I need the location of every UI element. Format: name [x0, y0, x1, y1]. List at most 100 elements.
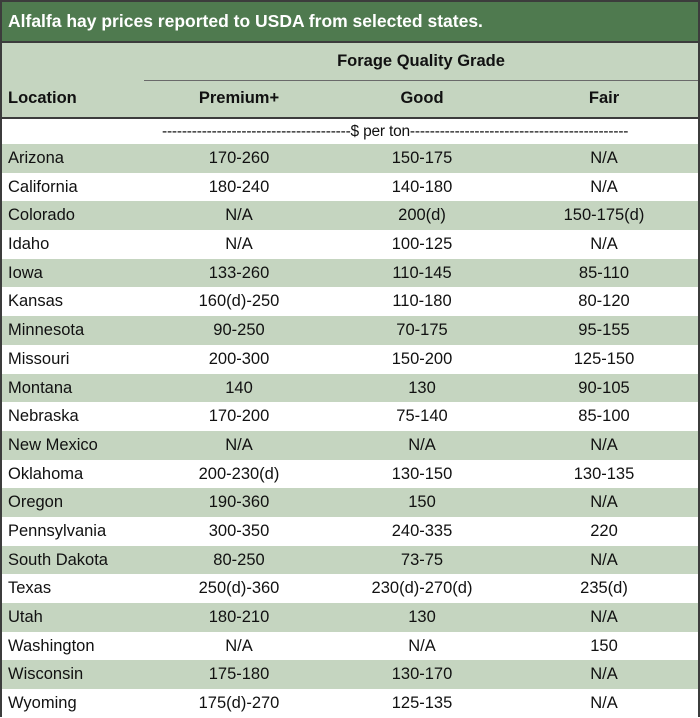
- location-cell: Missouri: [8, 349, 70, 368]
- fair-cell: N/A: [590, 694, 618, 713]
- location-cell: Wisconsin: [8, 665, 84, 684]
- table-row: Idaho N/A 100-125 N/A: [2, 230, 698, 259]
- table-row: Missouri 200-300 150-200 125-150: [2, 344, 698, 374]
- location-cell: Washington: [8, 636, 95, 655]
- forage-quality-grade-header: Forage Quality Grade: [144, 43, 698, 81]
- table-row: Colorado N/A 200(d) 150-175(d): [2, 201, 698, 231]
- table-row: California 180-240 140-180 N/A: [2, 172, 698, 202]
- fair-cell: N/A: [590, 435, 618, 454]
- table-row: Utah 180-210 130 N/A: [2, 603, 698, 632]
- table-row: Wisconsin 175-180 130-170 N/A: [2, 660, 698, 690]
- premium-cell: N/A: [225, 636, 253, 655]
- fair-cell: 125-150: [573, 349, 635, 368]
- table-row: South Dakota 80-250 73-75 N/A: [2, 545, 698, 575]
- premium-cell: 175-180: [208, 665, 270, 684]
- fair-cell: N/A: [590, 665, 618, 684]
- premium-cell: 200-230(d): [198, 464, 280, 483]
- premium-cell: N/A: [225, 206, 253, 225]
- premium-cell: 133-260: [208, 263, 270, 282]
- table-row: Oklahoma 200-230(d) 130-150 130-135: [2, 459, 698, 489]
- location-column-header: Location: [8, 89, 77, 107]
- fair-cell: N/A: [590, 608, 618, 626]
- good-cell: 200(d): [398, 206, 446, 225]
- fair-cell: 95-155: [578, 321, 630, 340]
- location-cell: Minnesota: [8, 321, 85, 340]
- location-cell: Texas: [8, 579, 52, 598]
- good-cell: 240-335: [391, 521, 453, 540]
- good-cell: 140-180: [391, 177, 453, 196]
- location-cell: Oregon: [8, 493, 64, 512]
- table-row: Oregon 190-360 150 N/A: [2, 488, 698, 517]
- fair-cell: 150: [590, 636, 618, 655]
- fair-cell: 80-120: [578, 292, 630, 311]
- good-cell: 130-150: [391, 464, 453, 483]
- good-cell: 130: [408, 378, 436, 397]
- premium-cell: 160(d)-250: [198, 292, 280, 311]
- fair-cell: 90-105: [578, 378, 630, 397]
- table-row: Montana 140 130 90-105: [2, 373, 698, 403]
- good-cell: 130: [408, 608, 436, 626]
- good-cell: N/A: [408, 636, 436, 655]
- premium-cell: 140: [225, 378, 253, 397]
- table-row: Kansas 160(d)-250 110-180 80-120: [2, 287, 698, 317]
- fair-cell: N/A: [590, 235, 618, 254]
- premium-cell: N/A: [225, 435, 253, 454]
- location-cell: Montana: [8, 378, 73, 397]
- fair-cell: 235(d): [580, 579, 628, 598]
- good-cell: 70-175: [396, 321, 448, 340]
- good-cell: 100-125: [391, 235, 453, 254]
- location-cell: Utah: [8, 608, 43, 626]
- table-row: Pennsylvania 300-350 240-335 220: [2, 516, 698, 546]
- premium-column-header: Premium+: [198, 89, 280, 107]
- premium-cell: 90-250: [213, 321, 265, 340]
- good-cell: N/A: [408, 435, 436, 454]
- good-cell: 73-75: [400, 550, 444, 569]
- premium-cell: 170-200: [208, 407, 270, 426]
- location-cell: Kansas: [8, 292, 64, 311]
- premium-cell: N/A: [225, 235, 253, 254]
- location-cell: Wyoming: [8, 694, 77, 713]
- fair-cell: N/A: [590, 550, 618, 569]
- location-cell: Nebraska: [8, 407, 79, 426]
- premium-cell: 80-250: [213, 550, 265, 569]
- premium-cell: 180-210: [208, 608, 270, 626]
- table-row: Arizona 170-260 150-175 N/A: [2, 144, 698, 173]
- good-cell: 75-140: [396, 407, 448, 426]
- table-row: New Mexico N/A N/A N/A: [2, 430, 698, 460]
- good-cell: 110-180: [392, 292, 452, 311]
- premium-cell: 190-360: [208, 493, 270, 512]
- fair-cell: 220: [590, 521, 618, 540]
- premium-cell: 250(d)-360: [198, 579, 280, 598]
- table-header: Forage Quality Grade Location Premium+ G…: [2, 43, 698, 119]
- table-row: Washington N/A N/A 150: [2, 631, 698, 661]
- good-column-header: Good: [400, 89, 444, 107]
- location-cell: Idaho: [8, 235, 50, 254]
- fair-cell: 85-100: [578, 407, 630, 426]
- fair-cell: N/A: [590, 177, 618, 196]
- table-body: Arizona 170-260 150-175 N/A California 180-24…: [2, 144, 698, 718]
- table-row: Nebraska 170-200 75-140 85-100: [2, 402, 698, 431]
- good-cell: 230(d)-270(d): [371, 579, 473, 598]
- premium-cell: 175(d)-270: [198, 694, 280, 713]
- location-cell: Pennsylvania: [8, 521, 107, 540]
- good-cell: 110-145: [392, 263, 452, 282]
- fair-cell: N/A: [590, 149, 618, 167]
- location-cell: Arizona: [8, 149, 64, 167]
- fair-cell: 85-110: [578, 263, 630, 282]
- location-cell: Colorado: [8, 206, 75, 225]
- table-row: Wyoming 175(d)-270 125-135 N/A: [2, 689, 698, 718]
- table-row: Texas 250(d)-360 230(d)-270(d) 235(d): [2, 574, 698, 603]
- premium-cell: 170-260: [208, 149, 270, 167]
- premium-cell: 180-240: [208, 177, 270, 196]
- location-cell: Iowa: [8, 263, 43, 282]
- good-cell: 150: [408, 493, 436, 512]
- fair-cell: N/A: [590, 493, 618, 512]
- good-cell: 130-170: [391, 665, 453, 684]
- location-cell: Oklahoma: [8, 464, 84, 483]
- table-row: Minnesota 90-250 70-175 95-155: [2, 316, 698, 345]
- good-cell: 150-175: [391, 149, 453, 167]
- good-cell: 125-135: [391, 694, 453, 713]
- fair-cell: 150-175(d): [563, 206, 645, 225]
- premium-cell: 200-300: [208, 349, 270, 368]
- fair-cell: 130-135: [573, 464, 635, 483]
